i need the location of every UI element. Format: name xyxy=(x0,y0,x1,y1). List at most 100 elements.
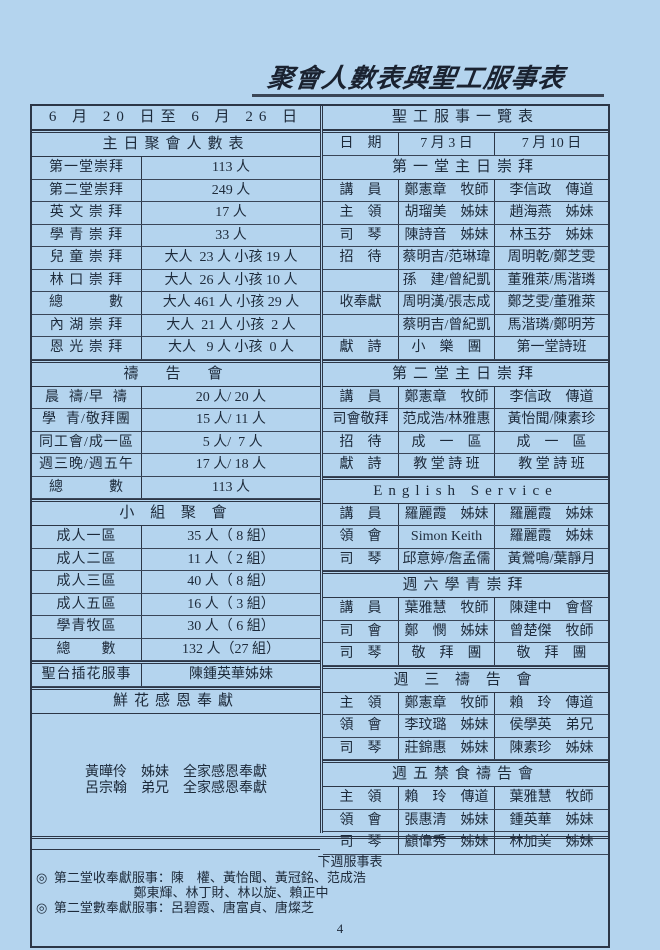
table-row: 招 待成 一 區成 一 區 xyxy=(323,431,608,454)
row-label: 同工會/成一區 xyxy=(32,431,142,453)
row-label: 學 青/敬拜團 xyxy=(32,409,142,431)
flower-header: 鮮花感恩奉獻 xyxy=(32,686,320,714)
assignee-cell: 教 堂 詩 班 xyxy=(399,454,495,476)
assignee-cell: 黃鶯鳴/葉靜月 xyxy=(507,551,596,567)
table-row: 主 領鄭憲章 牧師賴 玲 傳道 xyxy=(323,692,608,715)
row-value: 33 人 xyxy=(215,227,247,243)
table-row: 司 琴敬 拜 團敬 拜 團 xyxy=(323,643,608,666)
row-value: 35 人（ 8 組） xyxy=(187,529,275,544)
row-label: 成人一區 xyxy=(32,526,142,548)
row-value: 40 人（ 8 組） xyxy=(187,574,275,589)
row-value: 249 人 xyxy=(211,182,251,198)
role-label xyxy=(323,314,399,336)
assignee-cell: 蔡明吉/范琳瑋 xyxy=(399,247,495,269)
next-week-service: 下週服事表 ◎ 第二堂收奉獻服事：陳 權、黃怡聞、黃冠銘、范成浩 鄭東輝、林丁財… xyxy=(32,836,608,949)
assignee-cell: 周明乾/鄭芝雯 xyxy=(507,250,596,265)
assignee-cell: 葉雅慧 牧師 xyxy=(509,790,594,805)
table-row: 孫 建/曾紀凱 董雅萊/馬湝璘 xyxy=(323,269,608,292)
row-value: 大人 26 人 小孩 10 人 xyxy=(164,272,298,288)
table-row: 總 數 大人 461 人 小孩 29 人 xyxy=(32,292,320,315)
role-label: 司 會 xyxy=(323,620,399,642)
row-label: 成人五區 xyxy=(32,593,142,615)
row-label: 總 數 xyxy=(32,476,142,498)
role-label: 講 員 xyxy=(323,179,399,201)
page-number: 4 xyxy=(336,921,344,936)
row-value: 11 人（ 2 組） xyxy=(187,551,275,567)
service-table-title: 聖工服事一覽表 xyxy=(323,106,608,130)
assignee-cell: 李信政 傳道 xyxy=(509,182,594,198)
table-row: 收奉獻 周明漢/張志成 鄭芝雯/董雅萊 xyxy=(323,292,608,315)
assignee-cell: 成 一 區 xyxy=(399,431,495,453)
footer-line: 鄭東輝、林丁財、林以旋、賴正中 xyxy=(36,885,329,900)
assignee-cell: 第一堂詩班 xyxy=(516,340,587,355)
table-row: 同工會/成一區 5 人/ 7 人 xyxy=(32,431,320,454)
table-row: 講 員鄭憲章 牧師 李信政 傳道 xyxy=(323,179,608,202)
footer-line: ◎ 第二堂收奉獻服事：陳 權、黃怡聞、黃冠銘、范成浩 xyxy=(36,870,366,885)
table-row: 講 員羅麗霞 姊妹 羅麗霞 姊妹 xyxy=(323,503,608,526)
role-label: 獻 詩 xyxy=(323,337,399,359)
assignee-cell: 賴 玲 傳道 xyxy=(399,787,495,809)
footer-line: ◎ 第二堂數奉獻服事：呂碧霞、唐富貞、唐燦芝 xyxy=(36,900,314,915)
row-label: 總 數 xyxy=(32,292,142,314)
row-label: 林 口 崇 拜 xyxy=(32,269,142,291)
row-value: 大人 21 人 小孩 2 人 xyxy=(166,317,296,333)
section-header: 週 三 禱 告 會 xyxy=(323,665,608,693)
assignee-cell: 鍾英華 姊妹 xyxy=(509,812,594,828)
table-row: 講 員鄭憲章 牧師 李信政 傳道 xyxy=(323,386,608,409)
table-row: 司會敬拜 范成浩/林雅惠 黃怡聞/陳素珍 xyxy=(323,409,608,432)
table-row: 講 員葉雅慧 牧師 陳建中 會督 xyxy=(323,598,608,621)
table-row: 主 領賴 玲 傳道 葉雅慧 牧師 xyxy=(323,787,608,810)
row-label: 第一堂崇拜 xyxy=(32,157,142,179)
assignee-cell: 羅麗霞 姊妹 xyxy=(509,529,594,544)
row-value: 132 人（27 組） xyxy=(182,641,280,657)
row-value: 17 人/ 18 人 xyxy=(195,457,267,472)
table-row: 成人一區 35 人（ 8 組） xyxy=(32,526,320,549)
row-value: 30 人（ 6 組） xyxy=(187,619,275,634)
role-label: 司 琴 xyxy=(323,737,399,759)
assignee-cell: 胡瑠美 姊妹 xyxy=(399,202,495,224)
assignee-cell: 羅麗霞 姊妹 xyxy=(509,506,594,522)
role-label: 講 員 xyxy=(323,598,399,620)
role-label: 收奉獻 xyxy=(323,292,399,314)
date-cell: 7 月 10 日 xyxy=(521,136,582,151)
table-row: 司 會鄭 憫 姊妹 曾楚傑 牧師 xyxy=(323,620,608,643)
assignee-cell: 鄭憲章 牧師 xyxy=(399,692,495,714)
assignee-cell: 董雅萊/馬湝璘 xyxy=(507,272,596,288)
assignee-cell: 羅麗霞 姊妹 xyxy=(399,503,495,525)
role-label: 招 待 xyxy=(323,431,399,453)
flower-offering-list: 黃曄伶 姊妹 全家感恩奉獻 呂宗翰 弟兄 全家感恩奉獻 xyxy=(32,714,320,850)
assignee-cell: Simon Keith xyxy=(399,526,495,548)
assignee-cell: 周明漢/張志成 xyxy=(399,292,495,314)
role-label: 領 會 xyxy=(323,715,399,737)
flower-offering-line: 黃曄伶 姊妹 全家感恩奉獻 xyxy=(85,765,267,780)
assignee-cell: 賴 玲 傳道 xyxy=(509,695,594,711)
role-label: 主 領 xyxy=(323,202,399,224)
assignee-cell: 陳素珍 姊妹 xyxy=(509,740,594,756)
date-cell: 7 月 3 日 xyxy=(399,133,495,155)
role-label: 司 琴 xyxy=(323,643,399,665)
table-row: 學青牧區 30 人（ 6 組） xyxy=(32,616,320,639)
assignee-cell: 侯學英 弟兄 xyxy=(509,718,594,733)
row-value: 大人 9 人 小孩 0 人 xyxy=(168,340,294,355)
role-label: 領 會 xyxy=(323,526,399,548)
assignee-cell: 李玟璐 姊妹 xyxy=(399,715,495,737)
table-row: 獻 詩小 樂 團 第一堂詩班 xyxy=(323,337,608,360)
table-row: 招 待蔡明吉/范琳瑋 周明乾/鄭芝雯 xyxy=(323,247,608,270)
role-label: 獻 詩 xyxy=(323,454,399,476)
assignee-cell: 邱意婷/詹孟儒 xyxy=(399,548,495,570)
table-row: 主 領胡瑠美 姊妹 趙海燕 姊妹 xyxy=(323,202,608,225)
table-row: 內 湖 崇 拜 大人 21 人 小孩 2 人 xyxy=(32,314,320,337)
document-frame xyxy=(30,104,610,948)
table-row: 第一堂崇拜 113 人 xyxy=(32,157,320,180)
assignee-cell: 敬 拜 團 xyxy=(399,643,495,665)
section-header: 主日聚會人數表 xyxy=(32,130,320,157)
table-row: 學 青 崇 拜 33 人 xyxy=(32,224,320,247)
row-label: 週三晚/週五午 xyxy=(32,454,142,476)
row-value: 5 人/ 7 人 xyxy=(199,434,263,450)
row-label: 內 湖 崇 拜 xyxy=(32,314,142,336)
role-label: 主 領 xyxy=(323,787,399,809)
row-label: 第二堂崇拜 xyxy=(32,179,142,201)
table-row: 林 口 崇 拜 大人 26 人 小孩 10 人 xyxy=(32,269,320,292)
table-row: 總 數 132 人（27 組） xyxy=(32,638,320,661)
